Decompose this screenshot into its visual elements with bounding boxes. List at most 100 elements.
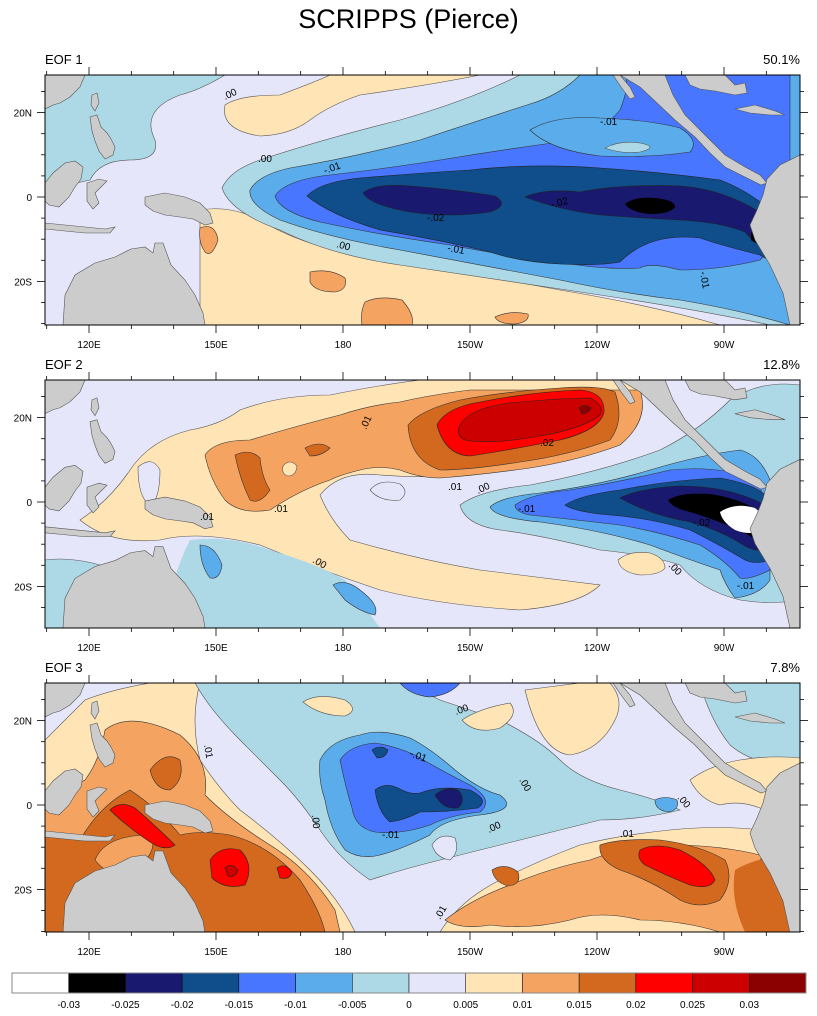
colorbar-boxes: [11, 972, 807, 994]
colorbar-box: [408, 972, 466, 994]
contour-label: .00: [335, 239, 352, 253]
contour-label: -.02: [693, 518, 711, 529]
colorbar-box: [352, 972, 410, 994]
panel-label: EOF 3: [45, 660, 83, 675]
contour-label: .00: [475, 481, 493, 497]
colorbar-box: [635, 972, 693, 994]
contour-band--0.03--0.025: [625, 197, 675, 214]
contour-band--0.01--0.005: [529, 117, 694, 157]
contour-band-0-0.005: [369, 481, 406, 501]
x-tick-label: 90W: [714, 947, 735, 958]
contour-label: -.01: [600, 117, 618, 128]
colorbar-box: [295, 972, 353, 994]
x-tick-label: 120E: [77, 947, 101, 958]
x-tick-label: 120W: [584, 947, 611, 958]
axes: 120E 150E 180 150W 120W 90W 20N 0 20S 120E 150E 180…: [14, 67, 808, 958]
contour-label: .01: [448, 482, 462, 493]
contour-label: .01: [274, 504, 288, 515]
colorbar-box: [11, 972, 69, 994]
contour-band-0.015-0.02: [491, 866, 520, 887]
contour-label: .01: [201, 744, 214, 760]
contour-band-0.005-0.01: [461, 702, 514, 731]
contour-band-0.015-0.02: [304, 443, 331, 457]
x-tick-label: 150W: [457, 340, 484, 351]
contour-band-0.005-0.01: [617, 552, 666, 576]
colorbar-label: 0.015: [567, 1000, 592, 1011]
contour-band-0.015-0.02: [149, 756, 182, 791]
y-tick-label: 20S: [14, 582, 32, 593]
x-tick-label: 90W: [714, 643, 735, 654]
contour-band-0.01-0.015: [199, 226, 219, 254]
colorbar-label: -0.02: [171, 1000, 194, 1011]
map-frame: [44, 682, 801, 933]
x-tick-label: 90W: [714, 340, 735, 351]
panel-label: EOF 1: [45, 52, 83, 67]
panel-variance: 50.1%: [763, 52, 800, 67]
colorbar-box: [692, 972, 750, 994]
contour-label: -.02: [427, 213, 445, 224]
contour-label: .01: [359, 414, 375, 432]
colorbar-box: [238, 972, 296, 994]
colorbar-box: [181, 972, 240, 994]
contour-band-above-0.03: [578, 405, 592, 415]
contour-label: -.01: [737, 581, 755, 592]
eof2-map: .01 .01 .01 .02 .01 .00 -.01 -.02 .00 -.…: [45, 380, 800, 628]
y-tick-label: 0: [26, 193, 32, 204]
contour-band-0.02-0.025: [638, 845, 716, 887]
maps-svg: .00 .00 -.01 -.02 -.02 .00 -.01 -.01 -.0…: [14, 67, 808, 958]
contour-band--0.025--0.02: [434, 788, 463, 809]
contour-band--0.005-0: [604, 141, 651, 153]
colorbar-box: [749, 972, 807, 994]
x-tick-label: 120W: [584, 340, 611, 351]
panel-variance: 7.8%: [770, 660, 800, 675]
colorbar-box: [578, 972, 637, 994]
contour-band--0.02--0.015: [371, 746, 389, 759]
contour-band--0.005-0: [169, 538, 380, 628]
colorbar-labels: -0.03 -0.025 -0.02 -0.015 -0.01 -0.005 0…: [57, 1000, 759, 1011]
contour-band--0.025--0.02: [362, 185, 502, 216]
contour-label: .00: [222, 87, 240, 103]
contour-label: .00: [486, 820, 504, 836]
contour-label: -.01: [518, 504, 536, 515]
contour-band--0.01--0.005: [654, 797, 678, 813]
contour-band-0.01-0.015: [361, 297, 413, 325]
contour-band-0.005-0.01: [282, 461, 298, 477]
colorbar-label: -0.025: [111, 1000, 140, 1011]
colorbar-label: 0.01: [513, 1000, 533, 1011]
y-tick-label: 0: [26, 498, 32, 509]
eof3-map: .01 .00 -.01 -.01 .00 .00 .00 .00 .01 .0…: [45, 683, 800, 932]
x-tick-label: 120W: [584, 643, 611, 654]
x-tick-label: 150E: [204, 643, 228, 654]
colorbar-label: 0.02: [626, 1000, 646, 1011]
x-tick-label: 150E: [204, 340, 228, 351]
colorbar-frame: [11, 972, 807, 994]
colorbar-label: -0.015: [225, 1000, 254, 1011]
panel-label: EOF 2: [45, 357, 83, 372]
panel-eof1: EOF 1 50.1%: [0, 0, 817, 300]
contour-label: .00: [258, 154, 272, 165]
colorbar-label: -0.03: [57, 1000, 80, 1011]
contour-band-0.025-0.03: [458, 397, 602, 443]
contour-band-0-0.005: [431, 835, 457, 861]
x-tick-label: 120E: [77, 643, 101, 654]
panel-variance: 12.8%: [763, 357, 800, 372]
map-frame: [44, 74, 801, 326]
contour-label: -.01: [382, 830, 400, 841]
contour-label: .00: [453, 703, 470, 718]
contour-label: .01: [620, 829, 634, 840]
colorbar-label: 0.005: [453, 1000, 478, 1011]
contour-band-0.005-0.01: [302, 696, 353, 717]
panel-eof3: EOF 3 7.8%: [0, 0, 817, 675]
colorbar-label: 0.03: [740, 1000, 760, 1011]
contour-band-0.02-0.025: [276, 865, 293, 879]
contour-label: -.02: [550, 196, 570, 211]
y-tick-label: 20N: [14, 414, 32, 425]
colorbar-box: [465, 972, 523, 994]
colorbar-label: 0: [406, 1000, 412, 1011]
colorbar-box: [522, 972, 580, 994]
chart-title: SCRIPPS (Pierce): [298, 4, 519, 34]
colorbar-label: 0.025: [680, 1000, 705, 1011]
contour-label: -.01: [446, 243, 465, 257]
contour-label: .02: [540, 438, 554, 449]
x-tick-label: 150W: [457, 643, 484, 654]
